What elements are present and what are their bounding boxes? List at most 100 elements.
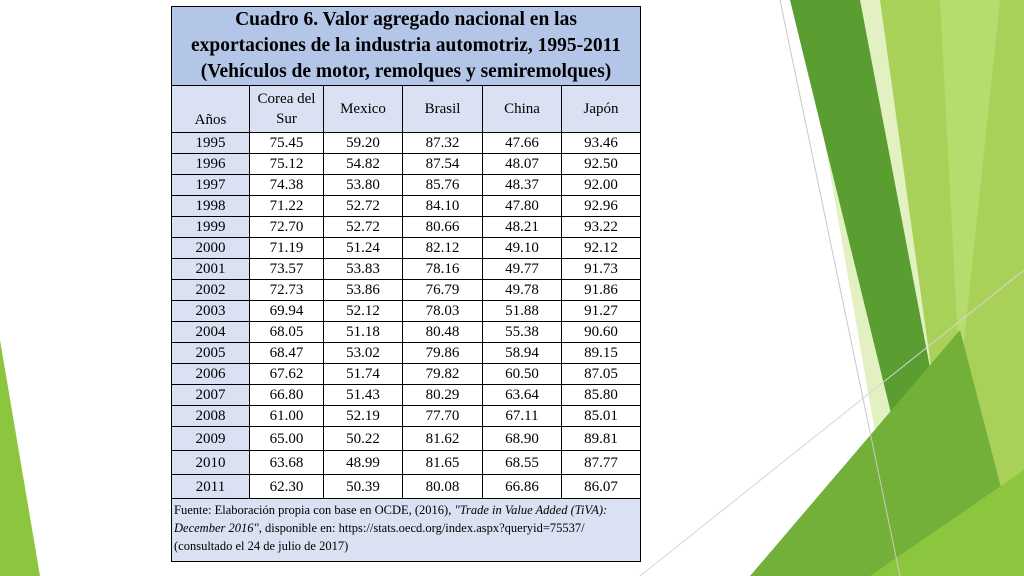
value-cell: 53.02 <box>323 342 403 364</box>
value-cell: 53.83 <box>323 258 403 280</box>
table-row: 1998 71.22 52.72 84.10 47.80 92.96 <box>171 195 642 217</box>
year-cell: 2007 <box>171 384 250 406</box>
value-cell: 69.94 <box>249 300 324 322</box>
year-cell: 2000 <box>171 237 250 259</box>
value-cell: 77.70 <box>402 405 483 427</box>
year-cell: 2008 <box>171 405 250 427</box>
decor-line <box>779 0 901 576</box>
value-cell: 48.21 <box>482 216 562 238</box>
value-cell: 78.16 <box>402 258 483 280</box>
value-cell: 65.00 <box>249 426 324 451</box>
table-row: 2011 62.30 50.39 80.08 66.86 86.07 <box>171 474 642 499</box>
year-cell: 2010 <box>171 450 250 475</box>
value-cell: 67.11 <box>482 405 562 427</box>
col-header-japon: Japón <box>560 85 642 133</box>
year-cell: 2003 <box>171 300 250 322</box>
table-row: 2010 63.68 48.99 81.65 68.55 87.77 <box>171 450 642 475</box>
value-cell: 87.05 <box>560 363 642 385</box>
value-cell: 68.05 <box>249 321 324 343</box>
value-cell: 89.15 <box>560 342 642 364</box>
right-green-mid-shape <box>880 0 1024 576</box>
bottom-green-triangle-light <box>870 470 1024 576</box>
value-cell: 79.86 <box>402 342 483 364</box>
value-cell: 47.80 <box>482 195 562 217</box>
table-row: 1999 72.70 52.72 80.66 48.21 93.22 <box>171 216 642 238</box>
value-cell: 87.32 <box>402 132 483 154</box>
table-row: 2007 66.80 51.43 80.29 63.64 85.80 <box>171 384 642 406</box>
value-cell: 85.80 <box>560 384 642 406</box>
value-cell: 93.22 <box>560 216 642 238</box>
value-cell: 74.38 <box>249 174 324 196</box>
value-cell: 63.68 <box>249 450 324 475</box>
value-cell: 68.47 <box>249 342 324 364</box>
table-row: 2005 68.47 53.02 79.86 58.94 89.15 <box>171 342 642 364</box>
left-green-shape <box>0 340 40 576</box>
table-row: 1996 75.12 54.82 87.54 48.07 92.50 <box>171 153 642 175</box>
value-cell: 59.20 <box>323 132 403 154</box>
col-header-china: China <box>482 85 562 133</box>
table-row: 2004 68.05 51.18 80.48 55.38 90.60 <box>171 321 642 343</box>
table-row: 2003 69.94 52.12 78.03 51.88 91.27 <box>171 300 642 322</box>
year-cell: 2011 <box>171 474 250 499</box>
value-cell: 51.24 <box>323 237 403 259</box>
value-cell: 71.19 <box>249 237 324 259</box>
value-cell: 51.88 <box>482 300 562 322</box>
table-row: 1995 75.45 59.20 87.32 47.66 93.46 <box>171 132 642 154</box>
value-cell: 71.22 <box>249 195 324 217</box>
value-cell: 62.30 <box>249 474 324 499</box>
value-cell: 50.22 <box>323 426 403 451</box>
value-cell: 48.07 <box>482 153 562 175</box>
value-cell: 90.60 <box>560 321 642 343</box>
value-cell: 80.08 <box>402 474 483 499</box>
col-header-corea: Corea del Sur <box>249 85 324 133</box>
value-cell: 91.86 <box>560 279 642 301</box>
value-cell: 78.03 <box>402 300 483 322</box>
value-cell: 79.82 <box>402 363 483 385</box>
year-cell: 1998 <box>171 195 250 217</box>
value-cell: 58.94 <box>482 342 562 364</box>
value-cell: 84.10 <box>402 195 483 217</box>
table-title: Cuadro 6. Valor agregado nacional en las… <box>170 6 642 86</box>
value-cell: 85.76 <box>402 174 483 196</box>
col-header-brasil: Brasil <box>402 85 483 133</box>
value-cell: 93.46 <box>560 132 642 154</box>
col-header-mexico: Mexico <box>323 85 403 133</box>
year-cell: 2002 <box>171 279 250 301</box>
table-row: 2006 67.62 51.74 79.82 60.50 87.05 <box>171 363 642 385</box>
value-cell: 76.79 <box>402 279 483 301</box>
source-title: "Trade in Value Added (TiVA): December 2… <box>174 503 608 535</box>
value-cell: 72.70 <box>249 216 324 238</box>
value-cell: 80.29 <box>402 384 483 406</box>
value-cell: 48.37 <box>482 174 562 196</box>
value-cell: 68.55 <box>482 450 562 475</box>
value-cell: 68.90 <box>482 426 562 451</box>
value-cell: 92.00 <box>560 174 642 196</box>
year-cell: 2009 <box>171 426 250 451</box>
value-cell: 73.57 <box>249 258 324 280</box>
export-value-table: Cuadro 6. Valor agregado nacional en las… <box>170 6 642 562</box>
right-green-dark-shape <box>790 0 940 450</box>
header-row: Años Corea del Sur Mexico Brasil China J… <box>171 85 642 133</box>
value-cell: 51.18 <box>323 321 403 343</box>
value-cell: 49.78 <box>482 279 562 301</box>
value-cell: 50.39 <box>323 474 403 499</box>
value-cell: 49.77 <box>482 258 562 280</box>
year-cell: 1996 <box>171 153 250 175</box>
value-cell: 52.72 <box>323 216 403 238</box>
year-cell: 2004 <box>171 321 250 343</box>
source-prefix: Fuente: Elaboración propia con base en O… <box>174 503 455 517</box>
year-cell: 2005 <box>171 342 250 364</box>
value-cell: 63.64 <box>482 384 562 406</box>
value-cell: 51.74 <box>323 363 403 385</box>
bottom-green-triangle <box>750 330 1024 576</box>
source-suffix: , disponible en: https://stats.oecd.org/… <box>174 521 585 553</box>
value-cell: 52.12 <box>323 300 403 322</box>
table-row: 2000 71.19 51.24 82.12 49.10 92.12 <box>171 237 642 259</box>
value-cell: 80.48 <box>402 321 483 343</box>
value-cell: 60.50 <box>482 363 562 385</box>
year-cell: 1995 <box>171 132 250 154</box>
value-cell: 81.65 <box>402 450 483 475</box>
value-cell: 47.66 <box>482 132 562 154</box>
table-row: 2008 61.00 52.19 77.70 67.11 85.01 <box>171 405 642 427</box>
